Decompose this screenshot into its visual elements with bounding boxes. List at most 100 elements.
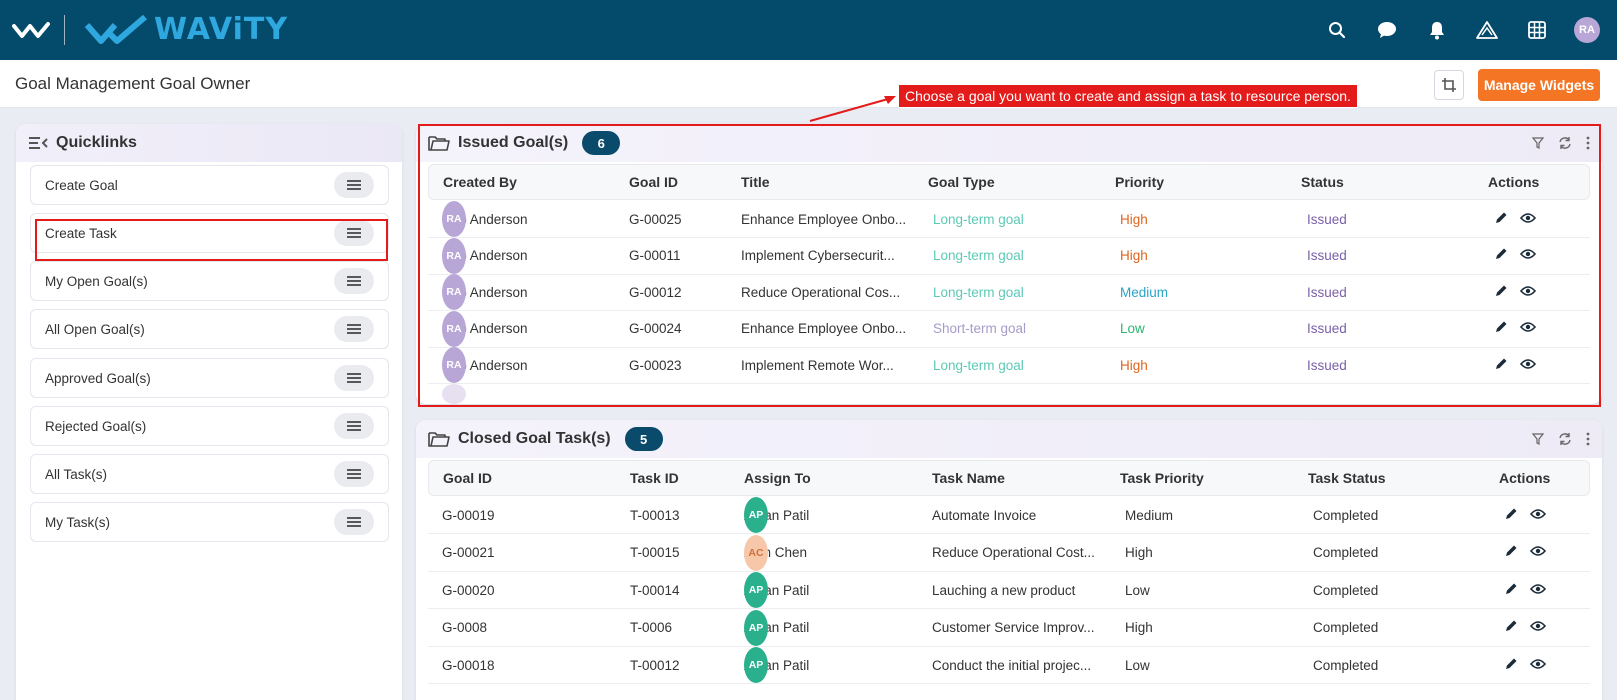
grid-icon[interactable] [1523,14,1551,46]
quicklink-all-task-s[interactable]: All Task(s) [30,454,389,494]
refresh-icon[interactable] [1558,432,1572,446]
view-eye-icon[interactable] [1529,620,1547,635]
task-name: Conduct the initial projec... [932,657,1092,673]
quicklink-menu-icon[interactable] [334,316,374,342]
task-name: Lauching a new product [932,582,1076,598]
filter-icon[interactable] [1532,137,1544,149]
view-eye-icon[interactable] [1529,545,1547,560]
edit-pencil-icon[interactable] [1504,507,1518,524]
table-row[interactable]: G-00021 T-00015 AC Alan Chen Reduce Operatio… [428,534,1590,572]
goal-type: Long-term goal [933,211,1024,227]
column-header[interactable]: Created By [443,174,517,190]
filter-icon[interactable] [1532,433,1544,445]
quicklink-menu-icon[interactable] [334,268,374,294]
table-row[interactable]: RA Rob Anderson G-00011 Implement Cybersecu… [428,237,1590,275]
highlight-create-task [35,219,388,261]
quicklink-approved-goal-s[interactable]: Approved Goal(s) [30,358,389,398]
user-avatar[interactable]: RA [1573,14,1601,46]
edit-pencil-icon[interactable] [1504,619,1518,636]
column-header[interactable]: Task ID [630,470,679,486]
more-options-icon[interactable] [1586,432,1590,446]
view-eye-icon[interactable] [1529,508,1547,523]
quicklink-my-open-goal-s[interactable]: My Open Goal(s) [30,261,389,301]
table-row[interactable]: RA Rob Anderson G-00025 Enhance Employee On… [428,201,1590,238]
bell-icon[interactable] [1423,14,1451,46]
avatar: AP [744,572,768,608]
quicklinks-title: Quicklinks [56,134,137,151]
view-eye-icon[interactable] [1519,321,1537,336]
table-row[interactable]: G-00018 T-00012 AP Aman Patil Conduct the in… [428,647,1590,684]
chat-icon[interactable] [1373,14,1401,46]
quicklink-menu-icon[interactable] [334,365,374,391]
edit-pencil-icon[interactable] [1504,582,1518,599]
edit-pencil-icon[interactable] [1494,284,1508,301]
wavity-small-logo-icon[interactable] [12,20,50,43]
view-eye-icon[interactable] [1519,358,1537,373]
quicklink-menu-icon[interactable] [334,220,374,246]
status: Issued [1307,357,1347,373]
closed-goal-tasks-panel: Closed Goal Task(s) 5 Goal ID Task ID Assi… [416,420,1602,700]
brand-logo[interactable]: WAViTY [84,12,288,47]
more-options-icon[interactable] [1586,136,1590,150]
quicklink-create-goal[interactable]: Create Goal [30,165,389,205]
issued-goals-title: Issued Goal(s) [458,134,569,151]
quicklink-menu-icon[interactable] [334,461,374,487]
view-eye-icon[interactable] [1519,212,1537,227]
quicklink-my-task-s[interactable]: My Task(s) [30,502,389,542]
collapse-menu-icon[interactable] [28,135,48,151]
table-row[interactable]: RA Rob Anderson G-00023 Implement Remote Wo… [428,347,1590,384]
column-header[interactable]: Task Name [932,470,1005,486]
column-header[interactable]: Task Priority [1120,470,1204,486]
quicklink-label: Approved Goal(s) [45,370,151,386]
column-header[interactable]: Goal ID [443,470,493,486]
avatar: RA [442,310,466,347]
edit-pencil-icon[interactable] [1504,544,1518,561]
column-header[interactable]: Priority [1115,174,1165,190]
edit-pencil-icon[interactable] [1504,657,1518,674]
quicklink-menu-icon[interactable] [334,509,374,535]
issued-goals-header: Issued Goal(s) 6 [416,124,1602,162]
edit-pencil-icon[interactable] [1494,247,1508,264]
manage-widgets-button[interactable]: Manage Widgets [1478,69,1600,101]
task-status: Completed [1313,507,1379,523]
view-eye-icon[interactable] [1519,285,1537,300]
edit-pencil-icon[interactable] [1494,357,1508,374]
quicklinks-header: Quicklinks [16,124,402,162]
quicklink-label: Create Goal [45,177,118,193]
column-header[interactable]: Status [1301,174,1344,190]
warning-icon[interactable] [1473,14,1501,46]
quicklink-menu-icon[interactable] [334,172,374,198]
table-row[interactable]: G-00019 T-00013 AP Aman Patil Automate Invoi… [428,497,1590,534]
column-header[interactable]: Title [741,174,770,190]
table-row[interactable]: G-0008 T-0006 AP Aman Patil Customer Service… [428,609,1590,647]
search-icon[interactable] [1323,14,1351,46]
column-header[interactable]: Actions [1499,470,1551,486]
crop-layout-button[interactable] [1434,70,1464,100]
table-row[interactable]: RA Rob Anderson G-00012 Reduce Operational … [428,274,1590,311]
quicklink-all-open-goal-s[interactable]: All Open Goal(s) [30,309,389,349]
refresh-icon[interactable] [1558,136,1572,150]
priority: Medium [1120,284,1169,300]
table-row[interactable]: RA Rob Anderson G-00024 Enhance Employee On… [428,310,1590,348]
edit-pencil-icon[interactable] [1494,320,1508,337]
column-header[interactable]: Goal ID [629,174,679,190]
view-eye-icon[interactable] [1519,248,1537,263]
status: Issued [1307,284,1347,300]
task-id: T-00013 [630,507,680,523]
column-header[interactable]: Goal Type [928,174,995,190]
column-header[interactable]: Actions [1488,174,1540,190]
table-row[interactable]: G-00020 T-00014 AP Aman Patil Lauching a new… [428,572,1590,609]
column-header[interactable]: Task Status [1308,470,1386,486]
view-eye-icon[interactable] [1529,658,1547,673]
top-navigation-bar: WAViTY RA [0,0,1617,60]
edit-pencil-icon[interactable] [1494,211,1508,228]
avatar: RA [442,201,466,237]
quicklink-menu-icon[interactable] [334,413,374,439]
column-header[interactable]: Assign To [744,470,811,486]
goal-type: Long-term goal [933,248,1024,263]
view-eye-icon[interactable] [1529,583,1547,598]
quicklink-label: Rejected Goal(s) [45,418,147,434]
task-priority: High [1125,545,1153,560]
quicklink-label: All Task(s) [45,466,108,482]
quicklink-rejected-goal-s[interactable]: Rejected Goal(s) [30,406,389,446]
